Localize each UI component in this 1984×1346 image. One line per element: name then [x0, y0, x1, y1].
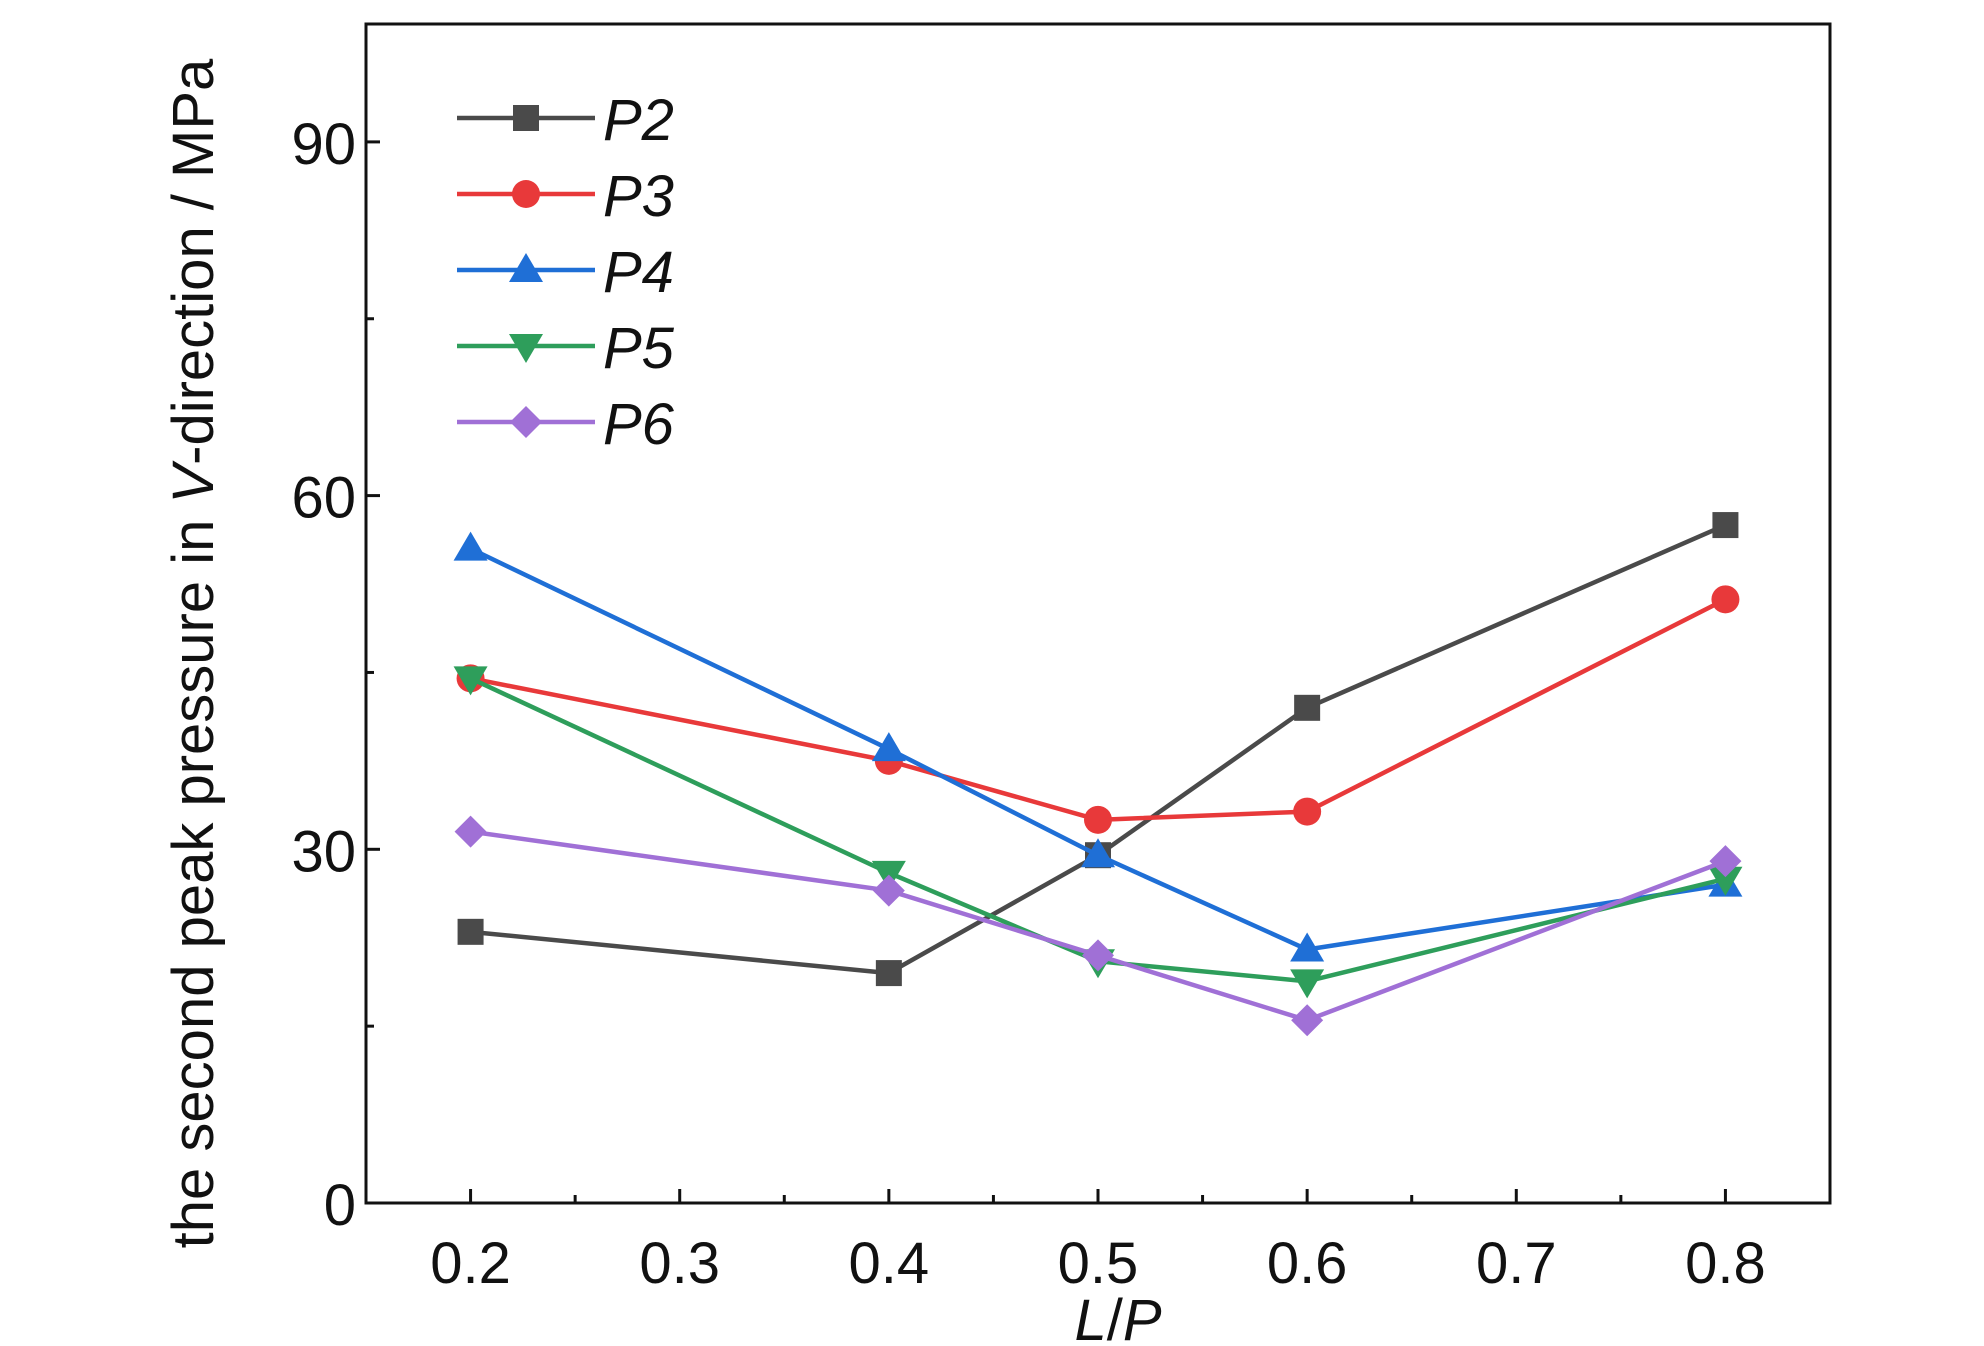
data-point-p5 — [1290, 969, 1325, 999]
series-p3 — [456, 585, 1740, 834]
legend-item-p5: P5 — [457, 316, 675, 381]
legend-label: P2 — [603, 88, 674, 153]
x-tick-label: 0.5 — [1058, 1231, 1139, 1296]
data-point-p3 — [1084, 805, 1112, 834]
legend-item-p6: P6 — [457, 392, 675, 457]
legend-item-p2: P2 — [457, 88, 674, 153]
data-point-p5 — [453, 666, 488, 696]
x-tick-label: 0.8 — [1685, 1231, 1766, 1296]
y-tick-label: 60 — [291, 466, 356, 531]
data-point-p2 — [1712, 512, 1739, 539]
y-tick-label: 30 — [291, 819, 356, 884]
x-tick-label: 0.2 — [430, 1231, 511, 1296]
legend-marker — [513, 105, 539, 131]
legend-label: P4 — [603, 240, 674, 305]
plot-frame — [364, 22, 1832, 1205]
data-point-p6 — [454, 815, 487, 848]
data-point-p2 — [1294, 694, 1321, 721]
series-p4 — [453, 531, 1743, 962]
legend-marker — [510, 406, 542, 438]
x-axis-label: L/P — [1074, 1288, 1161, 1346]
legend-marker — [512, 180, 540, 208]
legend-item-p4: P4 — [457, 240, 674, 305]
x-tick-label: 0.3 — [639, 1231, 720, 1296]
legend-label: P6 — [603, 392, 675, 457]
legend: P2 P3 P4 P5 P6 — [457, 88, 675, 457]
legend-marker — [509, 253, 543, 282]
data-point-p4 — [453, 531, 488, 561]
series-line-p2 — [470, 523, 1727, 976]
data-point-p3 — [1293, 797, 1322, 826]
legend-label: P3 — [603, 164, 674, 229]
plot-area: 0.2 0.3 0.4 0.5 0.6 0.7 0.8 0 30 60 90 L/P the secon… — [161, 22, 1832, 1346]
series-layer — [453, 512, 1743, 1037]
data-point-p4 — [1290, 932, 1325, 962]
y-tick-label: 0 — [324, 1173, 356, 1238]
data-point-p4 — [871, 732, 906, 762]
legend-item-p3: P3 — [457, 164, 674, 229]
data-point-p6 — [872, 874, 905, 907]
series-line-p3 — [470, 597, 1727, 823]
data-point-p6 — [1709, 845, 1742, 878]
y-axis-label: the second peak pressure in V-direction … — [161, 58, 226, 1248]
x-tick-label: 0.4 — [849, 1231, 930, 1296]
legend-marker — [509, 334, 543, 363]
data-point-p3 — [1711, 585, 1740, 614]
data-point-p4 — [1081, 838, 1115, 868]
data-point-p5 — [1708, 866, 1743, 896]
data-point-p6 — [1082, 939, 1114, 972]
legend-label: P5 — [603, 316, 675, 381]
data-point-p2 — [875, 960, 902, 987]
series-p6 — [454, 815, 1742, 1037]
series-p2 — [457, 512, 1739, 987]
data-point-p6 — [1291, 1004, 1324, 1037]
y-tick-label: 90 — [291, 112, 356, 177]
x-tick-label: 0.7 — [1476, 1231, 1557, 1296]
x-tick-label: 0.6 — [1267, 1231, 1348, 1296]
data-point-p2 — [457, 918, 484, 945]
